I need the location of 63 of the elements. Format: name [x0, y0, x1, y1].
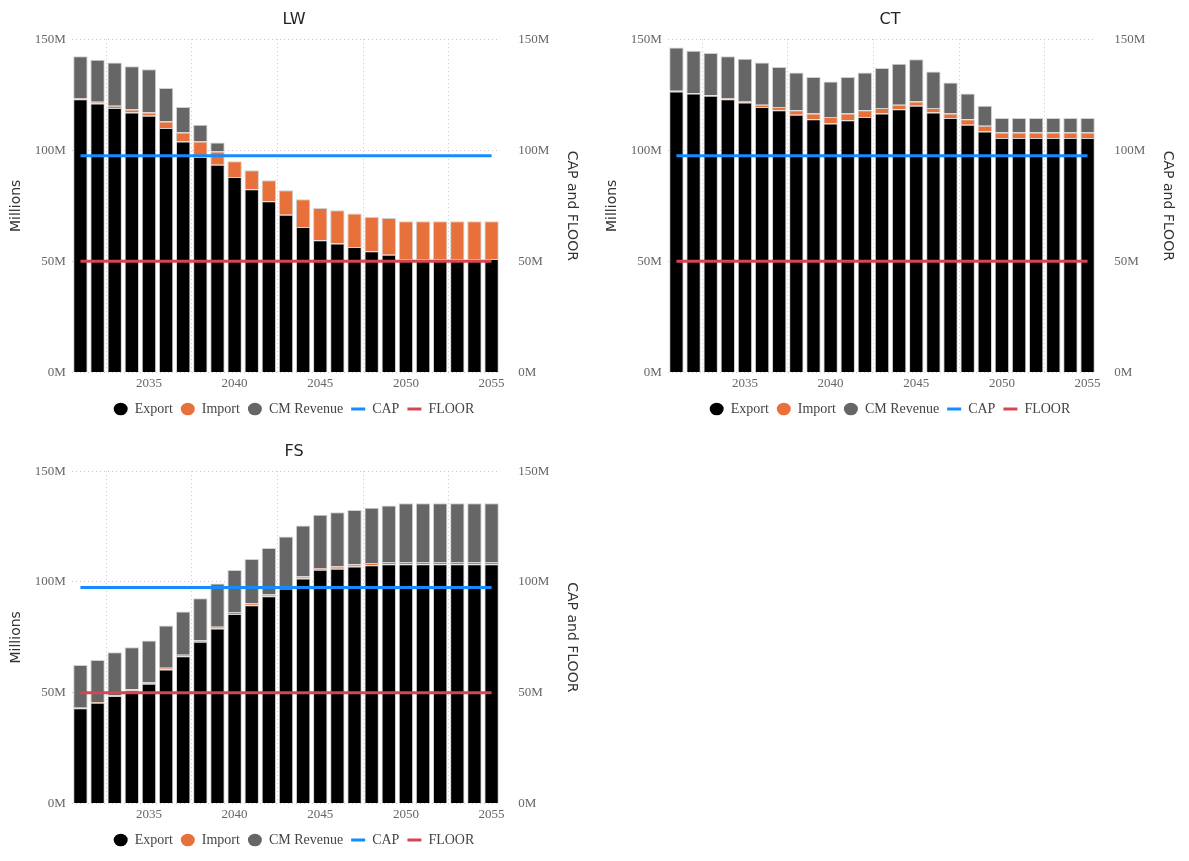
x-tick-label: 2035 [731, 374, 758, 390]
legend-label: CAP [372, 400, 400, 416]
legend-label: CM Revenue [268, 400, 344, 416]
legend-label: Import [201, 831, 241, 847]
legend-label: CM Revenue [268, 831, 344, 847]
x-tick-label: 2040 [221, 805, 248, 821]
legend-label: Import [797, 400, 837, 416]
y2-tick-label: 50M [1114, 252, 1140, 268]
legend-label: Import [201, 400, 241, 416]
chart-title: CT [879, 8, 901, 28]
y-tick-label: 100M [34, 573, 67, 589]
y-tick-label: 50M [41, 684, 67, 700]
x-tick-label: 2055 [478, 805, 505, 821]
y2-axis-title: CAP and FLOOR [564, 582, 581, 693]
legend-label: CAP [372, 831, 400, 847]
y-tick-label: 0M [47, 794, 67, 810]
y2-axis-title: CAP and FLOOR [1160, 150, 1177, 262]
y-tick-label: 0M [47, 363, 67, 379]
x-tick-label: 2055 [478, 374, 505, 390]
legend-label: Export [134, 400, 173, 416]
y2-tick-label: 150M [518, 462, 550, 478]
x-tick-label: 2050 [392, 374, 419, 390]
y2-tick-label: 50M [518, 252, 544, 268]
x-tick-label: 2050 [392, 805, 419, 821]
y-axis-title: Millions [603, 179, 620, 232]
y-axis-title: Millions [7, 179, 24, 232]
chart-title: FS [284, 440, 304, 460]
y2-tick-label: 0M [518, 363, 537, 379]
y2-tick-label: 0M [518, 794, 537, 810]
legend-label: FLOOR [428, 831, 475, 847]
y-axis-title: Millions [7, 611, 24, 664]
y2-tick-label: 0M [1114, 363, 1133, 379]
y-tick-label: 150M [630, 30, 663, 46]
y-tick-label: 100M [630, 141, 663, 157]
chart-title: LW [282, 8, 306, 28]
x-tick-label: 2035 [135, 805, 162, 821]
x-tick-label: 2040 [817, 374, 844, 390]
x-tick-label: 2040 [221, 374, 248, 390]
x-tick-label: 2050 [988, 374, 1015, 390]
legend-label: CM Revenue [864, 400, 940, 416]
y-tick-label: 100M [34, 141, 67, 157]
x-tick-label: 2045 [307, 805, 334, 821]
y-tick-label: 0M [643, 363, 663, 379]
x-tick-label: 2045 [307, 374, 334, 390]
y2-tick-label: 50M [518, 684, 544, 700]
y-tick-label: 150M [34, 462, 67, 478]
y2-tick-label: 100M [518, 141, 550, 157]
legend-label: FLOOR [428, 400, 475, 416]
y2-axis-title: CAP and FLOOR [564, 150, 581, 262]
y-tick-label: 50M [637, 252, 663, 268]
y2-tick-label: 100M [518, 573, 550, 589]
x-tick-label: 2035 [135, 374, 162, 390]
legend-label: CAP [968, 400, 996, 416]
y-tick-label: 150M [34, 30, 67, 46]
legend-label: Export [730, 400, 769, 416]
y2-tick-label: 150M [1114, 30, 1146, 46]
x-tick-label: 2055 [1074, 374, 1101, 390]
y2-tick-label: 150M [518, 30, 550, 46]
legend-label: FLOOR [1024, 400, 1071, 416]
x-tick-label: 2045 [903, 374, 930, 390]
legend-label: Export [134, 831, 173, 847]
y-tick-label: 50M [41, 252, 67, 268]
y2-tick-label: 100M [1114, 141, 1146, 157]
